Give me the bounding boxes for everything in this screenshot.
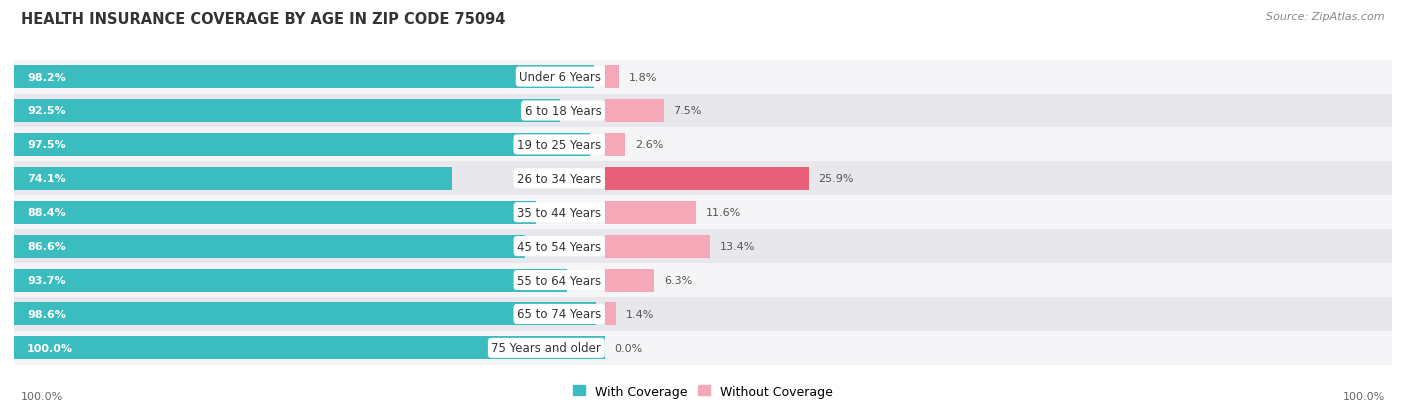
Bar xyxy=(14,100,561,123)
Text: Source: ZipAtlas.com: Source: ZipAtlas.com xyxy=(1267,12,1385,22)
Bar xyxy=(14,162,1392,196)
Bar xyxy=(605,133,626,157)
Bar xyxy=(14,331,1392,365)
Text: Under 6 Years: Under 6 Years xyxy=(519,71,602,84)
Text: 35 to 44 Years: 35 to 44 Years xyxy=(517,206,602,219)
Bar xyxy=(14,337,605,360)
Text: HEALTH INSURANCE COVERAGE BY AGE IN ZIP CODE 75094: HEALTH INSURANCE COVERAGE BY AGE IN ZIP … xyxy=(21,12,506,27)
Text: 6 to 18 Years: 6 to 18 Years xyxy=(524,105,602,118)
Bar xyxy=(14,263,1392,297)
Text: 25.9%: 25.9% xyxy=(818,174,853,184)
Text: 74.1%: 74.1% xyxy=(27,174,66,184)
Bar xyxy=(605,66,619,89)
Bar xyxy=(14,230,1392,263)
Text: 2.6%: 2.6% xyxy=(636,140,664,150)
Text: 11.6%: 11.6% xyxy=(706,208,741,218)
Bar xyxy=(605,201,696,224)
Text: 55 to 64 Years: 55 to 64 Years xyxy=(517,274,602,287)
Bar xyxy=(14,196,1392,230)
Bar xyxy=(14,66,593,89)
Text: 100.0%: 100.0% xyxy=(1343,391,1385,401)
Text: 98.2%: 98.2% xyxy=(27,72,66,82)
Text: 19 to 25 Years: 19 to 25 Years xyxy=(517,138,602,152)
Text: 1.8%: 1.8% xyxy=(628,72,657,82)
Text: 13.4%: 13.4% xyxy=(720,242,755,252)
Text: 92.5%: 92.5% xyxy=(27,106,66,116)
Bar xyxy=(14,297,1392,331)
Bar xyxy=(605,167,808,190)
Text: 86.6%: 86.6% xyxy=(27,242,66,252)
Text: 45 to 54 Years: 45 to 54 Years xyxy=(517,240,602,253)
Bar xyxy=(605,235,710,258)
Text: 65 to 74 Years: 65 to 74 Years xyxy=(517,308,602,320)
Bar xyxy=(14,60,1392,94)
Bar xyxy=(14,201,536,224)
Text: 1.4%: 1.4% xyxy=(626,309,654,319)
Text: 100.0%: 100.0% xyxy=(21,391,63,401)
Bar xyxy=(14,128,1392,162)
Bar xyxy=(14,269,568,292)
Text: 97.5%: 97.5% xyxy=(27,140,66,150)
Bar xyxy=(14,303,596,326)
Text: 7.5%: 7.5% xyxy=(673,106,702,116)
Legend: With Coverage, Without Coverage: With Coverage, Without Coverage xyxy=(568,380,838,403)
Bar xyxy=(14,235,526,258)
Bar xyxy=(605,303,616,326)
Bar xyxy=(14,133,591,157)
Bar xyxy=(605,269,654,292)
Text: 75 Years and older: 75 Years and older xyxy=(492,342,602,354)
Text: 6.3%: 6.3% xyxy=(664,275,692,285)
Text: 88.4%: 88.4% xyxy=(27,208,66,218)
Text: 26 to 34 Years: 26 to 34 Years xyxy=(517,172,602,185)
Text: 93.7%: 93.7% xyxy=(27,275,66,285)
Text: 98.6%: 98.6% xyxy=(27,309,66,319)
Bar xyxy=(14,94,1392,128)
Text: 0.0%: 0.0% xyxy=(614,343,643,353)
Bar xyxy=(605,100,664,123)
Text: 100.0%: 100.0% xyxy=(27,343,73,353)
Bar xyxy=(14,167,451,190)
